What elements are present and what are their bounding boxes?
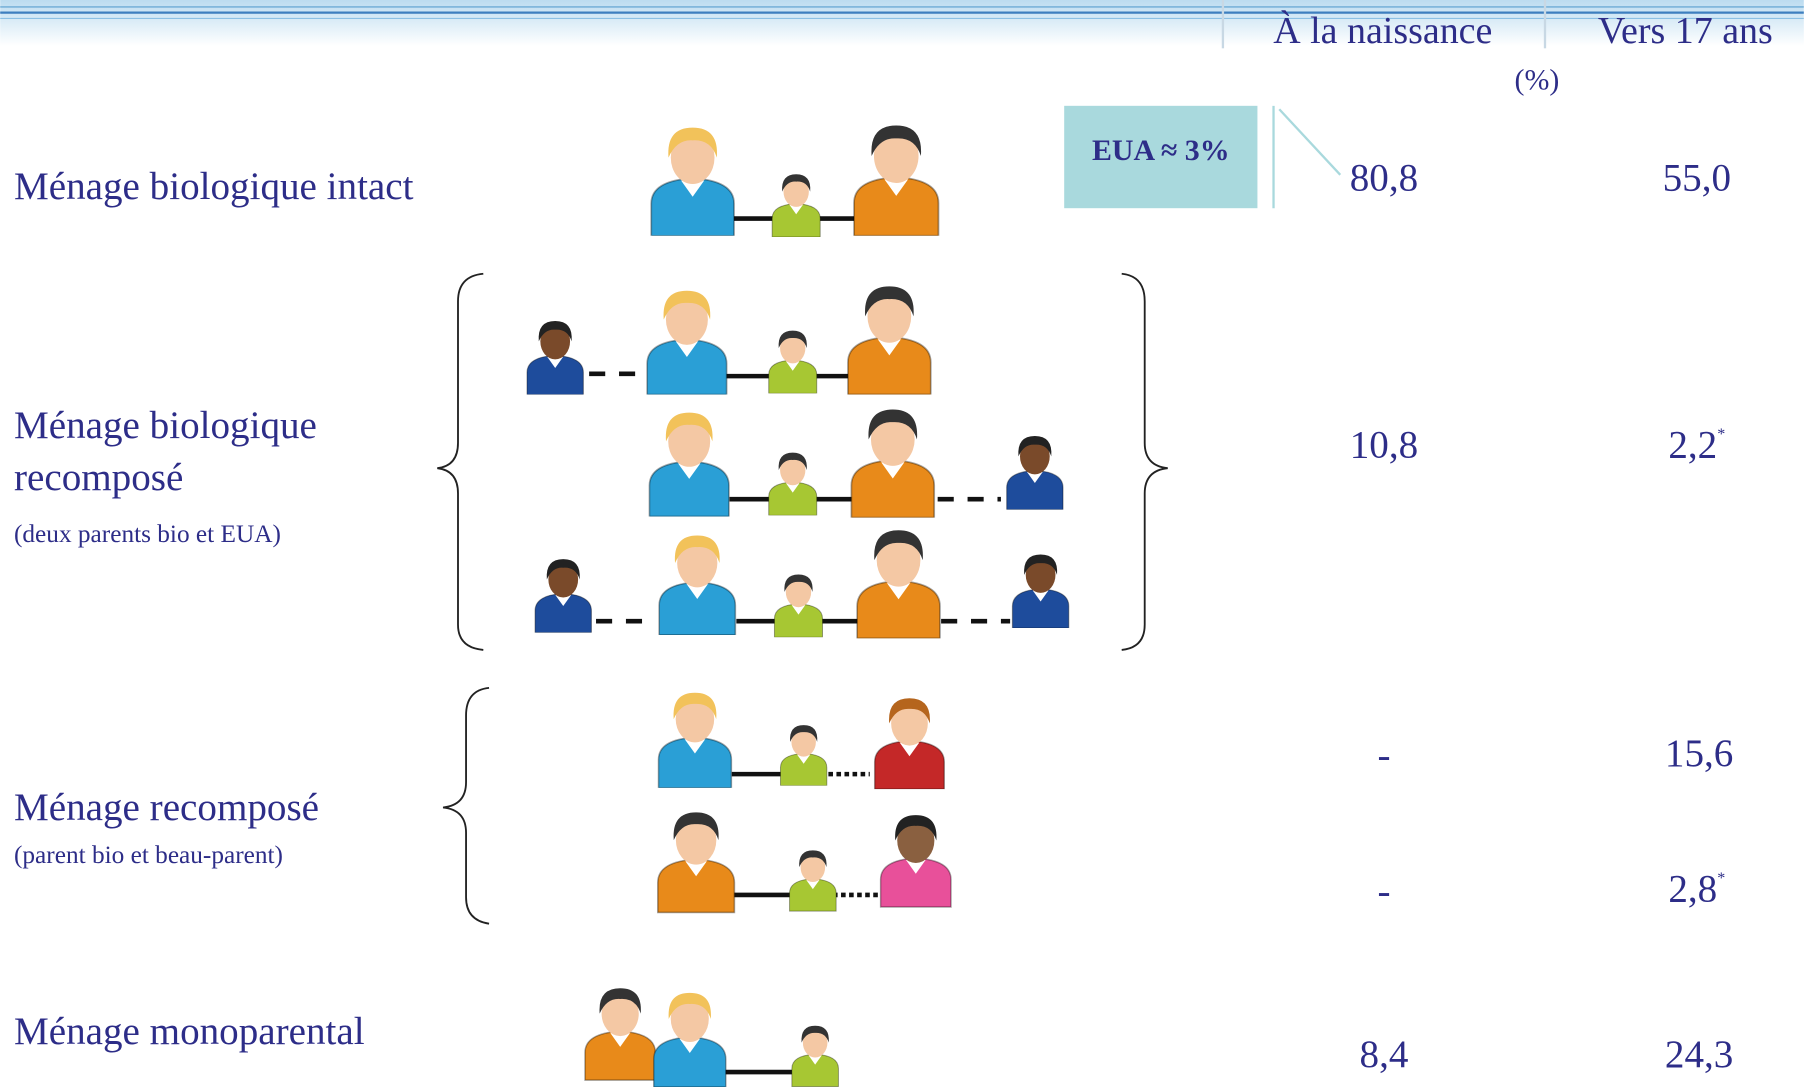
callout-text: EUA ≈ 3% [1092, 134, 1230, 167]
row-label: Ménage biologique [14, 404, 317, 447]
value: 55,0 [1663, 157, 1731, 200]
slide: À la naissance Vers 17 ans (%) EUA ≈ 3% … [0, 0, 1804, 1087]
brace [443, 688, 489, 924]
brace [437, 274, 483, 650]
value: 15,6 [1665, 732, 1733, 775]
page: {"header": {"col_birth": "À la naissance… [0, 0, 1804, 1087]
row-sublabel: (parent bio et beau-parent) [14, 841, 283, 869]
value: 2,8 [1668, 868, 1717, 911]
value: 10,8 [1350, 424, 1418, 467]
row-label: Ménage biologique intact [14, 165, 414, 208]
callout-line [1279, 109, 1340, 175]
row-label: recomposé [14, 456, 183, 499]
value: 2,2* [1668, 424, 1725, 467]
value: 2,2 [1668, 424, 1717, 467]
value: 80,8 [1350, 157, 1418, 200]
value: - [1377, 870, 1390, 913]
column-header: Vers 17 ans [1598, 10, 1773, 52]
row-label: Ménage recomposé [14, 786, 319, 829]
value: 8,4 [1360, 1033, 1409, 1076]
brace [1122, 274, 1168, 650]
value: 24,3 [1665, 1033, 1733, 1076]
value: 2,8* [1668, 868, 1725, 911]
note-mark: * [1717, 425, 1725, 442]
column-header: À la naissance [1273, 10, 1492, 52]
unit-label: (%) [1515, 64, 1560, 97]
family-icons [527, 126, 1069, 1087]
row-sublabel: (deux parents bio et EUA) [14, 520, 281, 548]
value: - [1377, 734, 1390, 777]
header-band [0, 0, 1804, 48]
note-mark: * [1717, 869, 1725, 886]
row-label: Ménage monoparental [14, 1010, 365, 1053]
